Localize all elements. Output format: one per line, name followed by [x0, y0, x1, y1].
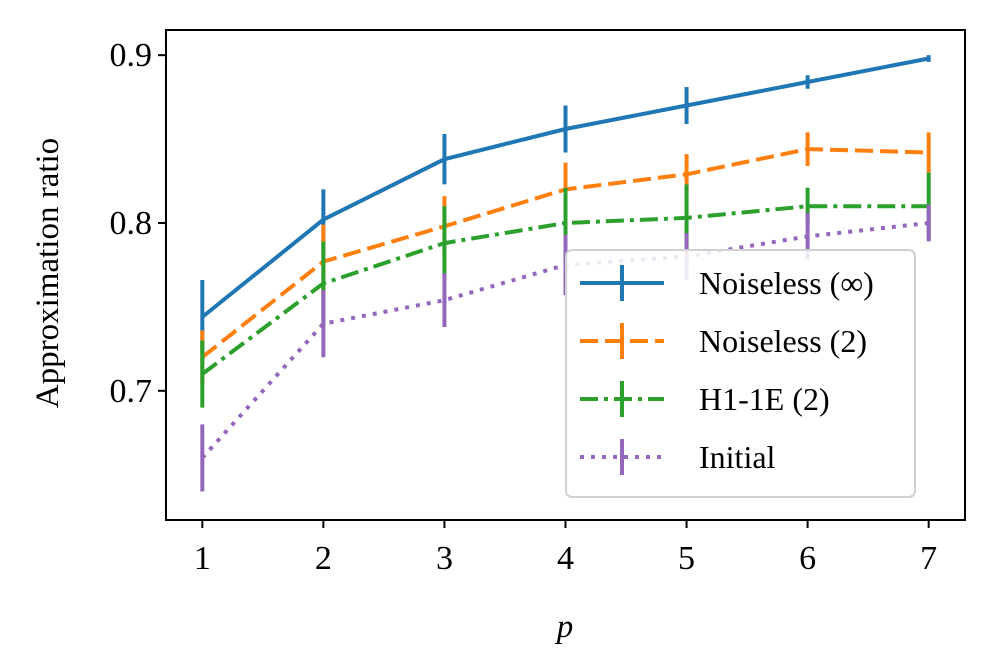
- legend-entry: Noiseless (∞): [580, 265, 874, 301]
- x-axis-label: p: [555, 609, 574, 645]
- y-tick-label: 0.7: [110, 373, 153, 410]
- legend-box: [565, 249, 916, 498]
- x-tick-label: 3: [436, 540, 453, 577]
- x-tick-label: 6: [799, 540, 816, 577]
- x-tick-label: 2: [315, 540, 332, 577]
- legend: Noiseless (∞) Noiseless (2) H1-1E (2) Initi…: [565, 249, 916, 498]
- legend-label: H1-1E (2): [699, 381, 830, 417]
- x-tick-label: 4: [557, 540, 574, 577]
- legend-label: Noiseless (∞): [699, 265, 874, 301]
- x-tick-label: 5: [678, 540, 695, 577]
- x-tick-label: 1: [194, 540, 211, 577]
- y-tick-label: 0.9: [110, 37, 153, 74]
- data-marks: [200, 55, 931, 492]
- legend-label: Initial: [699, 439, 776, 475]
- legend-label: Noiseless (2): [699, 323, 867, 359]
- series-line: [201, 56, 930, 319]
- series-line: [201, 204, 929, 376]
- axes: 1 2 3 4 5 6 7 0.7 0.8 0.9: [110, 29, 966, 577]
- y-axis-label: Approximation ratio: [30, 138, 66, 408]
- legend-entry: H1-1E (2): [580, 381, 830, 417]
- legend-entry: Initial: [580, 439, 776, 475]
- legend-entry: Noiseless (2): [580, 323, 867, 359]
- x-tick-label: 7: [920, 540, 937, 577]
- y-tick-label: 0.8: [110, 205, 153, 242]
